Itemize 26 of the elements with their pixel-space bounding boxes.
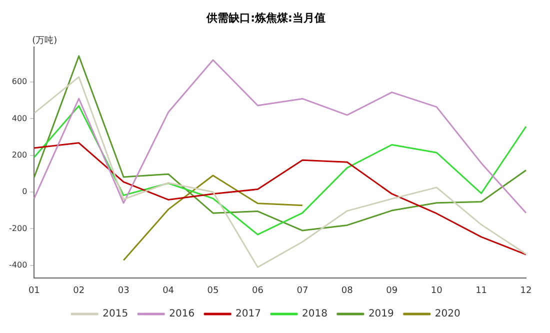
x-tick-label: 08 [341, 286, 354, 296]
x-tick-label: 01 [28, 286, 40, 296]
x-tick-label: 11 [476, 286, 488, 296]
y-tick-label: 400 [12, 114, 28, 123]
legend-label: 2017 [236, 308, 262, 320]
x-tick-label: 02 [73, 286, 85, 296]
x-tick-label: 09 [386, 286, 398, 296]
chart-title: 供需缺口:炼焦煤:当月值 [206, 11, 326, 24]
legend-label: 2020 [434, 308, 460, 320]
y-axis-title: (万吨) [32, 35, 58, 46]
y-tick-label: -200 [9, 224, 28, 233]
legend-label: 2015 [102, 308, 128, 320]
legend-label: 2016 [169, 308, 195, 320]
y-tick-label: 0 [22, 187, 28, 196]
legend-label: 2018 [302, 308, 328, 320]
legend-label: 2019 [368, 308, 394, 320]
x-tick-label: 05 [207, 286, 219, 296]
x-tick-label: 07 [296, 286, 308, 296]
y-tick-label: 200 [12, 150, 28, 160]
y-tick-label: -400 [9, 260, 28, 270]
x-tick-label: 06 [252, 286, 264, 296]
x-tick-label: 03 [118, 286, 130, 296]
x-tick-label: 04 [162, 286, 174, 296]
x-tick-label: 12 [520, 286, 532, 296]
y-tick-label: 600 [12, 77, 28, 86]
x-tick-label: 10 [430, 286, 443, 296]
